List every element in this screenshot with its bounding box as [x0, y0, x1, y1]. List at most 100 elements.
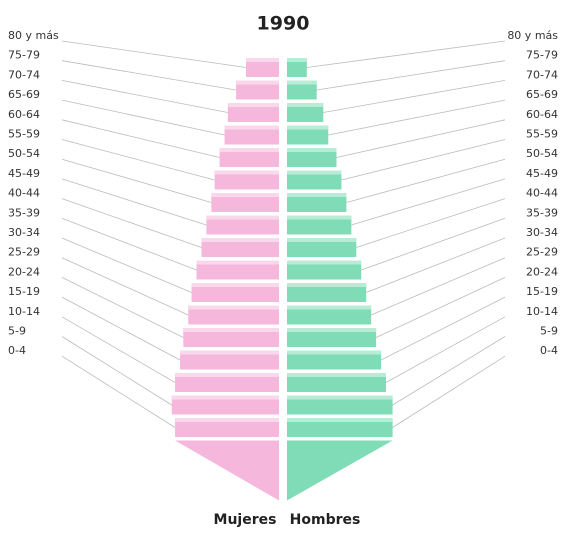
leader-line	[61, 178, 207, 226]
leader-line	[61, 355, 176, 428]
leader-line	[61, 217, 197, 271]
bar-top-face	[287, 418, 393, 422]
bar	[287, 328, 377, 347]
left-category-label: 20-24	[8, 265, 40, 278]
right-category-label: 65-69	[526, 88, 558, 101]
bar	[206, 215, 279, 235]
leader-line	[366, 237, 506, 293]
bar-top-face	[175, 373, 279, 377]
bar-top-face	[183, 328, 279, 332]
bar	[287, 350, 382, 370]
bar	[236, 80, 279, 100]
bar	[287, 125, 329, 145]
leader-line	[61, 277, 184, 338]
right-category-label: 80 y más	[507, 29, 558, 42]
bar-top-face	[287, 80, 317, 85]
leader-line	[61, 119, 220, 158]
right-category-label: 15-19	[526, 285, 558, 298]
bar	[287, 193, 347, 212]
bar	[287, 103, 324, 122]
right-category-label: 5-9	[540, 325, 558, 338]
bar	[219, 148, 279, 167]
bar-top-face	[287, 350, 382, 355]
bar	[246, 58, 279, 77]
bar-top-face	[287, 193, 347, 197]
leader-line	[392, 336, 506, 406]
bar-top-face	[287, 283, 367, 287]
leader-line	[61, 257, 189, 316]
bar	[175, 373, 279, 392]
bar-top-face	[188, 305, 279, 310]
right-category-label: 25-29	[526, 246, 558, 259]
bar-top-face	[246, 58, 279, 62]
bar	[183, 328, 279, 347]
bar	[287, 418, 393, 437]
leader-line	[316, 60, 506, 91]
bar-top-face	[224, 125, 279, 130]
legend-label: Hombres	[290, 512, 361, 528]
left-category-label: 75-79	[8, 49, 40, 62]
bar	[191, 283, 279, 302]
bar	[287, 58, 307, 77]
leader-line	[380, 296, 506, 361]
leader-line	[306, 40, 506, 68]
right-category-label: 70-74	[526, 68, 558, 81]
left-category-label: 50-54	[8, 147, 40, 160]
bar-top-face	[287, 395, 393, 400]
left-category-label: 45-49	[8, 167, 40, 180]
bar-top-face	[227, 103, 279, 107]
bar	[287, 80, 317, 100]
bar	[224, 125, 279, 145]
leader-line	[341, 139, 506, 181]
leader-line	[375, 277, 506, 338]
right-category-label: 45-49	[526, 167, 558, 180]
left-category-label: 55-59	[8, 128, 40, 141]
bar	[287, 148, 337, 167]
leader-line	[61, 60, 237, 91]
right-category-label: 10-14	[526, 305, 558, 318]
right-category-label: 0-4	[540, 344, 558, 357]
bar	[201, 238, 279, 257]
bar	[287, 260, 362, 280]
bar-top-face	[180, 350, 279, 355]
left-category-label: 0-4	[8, 344, 26, 357]
bar	[180, 350, 279, 370]
right-category-label: 50-54	[526, 147, 558, 160]
bar-top-face	[287, 103, 324, 107]
leader-line	[61, 139, 215, 181]
left-category-label: 5-9	[8, 325, 26, 338]
left-category-label: 30-34	[8, 226, 40, 239]
left-category-label: 15-19	[8, 285, 40, 298]
bar	[287, 373, 386, 392]
bar	[211, 193, 279, 212]
bar-top-face	[201, 238, 279, 242]
bar-top-face	[214, 170, 279, 175]
bar-top-face	[211, 193, 279, 197]
bar-top-face	[287, 125, 329, 130]
bar-top-face	[287, 328, 377, 332]
bar-top-face	[287, 305, 372, 310]
left-category-label: 25-29	[8, 246, 40, 259]
left-category-label: 60-64	[8, 108, 40, 121]
leader-line	[61, 40, 247, 68]
left-category-label: 35-39	[8, 206, 40, 219]
left-category-label: 80 y más	[8, 29, 59, 42]
bar	[287, 170, 342, 190]
bar-top-face	[287, 373, 386, 377]
right-category-label: 20-24	[526, 265, 558, 278]
left-category-label: 40-44	[8, 187, 40, 200]
bar-top-face	[287, 58, 307, 62]
bar-top-face	[287, 148, 337, 152]
leader-line	[351, 178, 506, 226]
bar-top-face	[236, 80, 279, 85]
right-category-label: 55-59	[526, 128, 558, 141]
leader-line	[346, 158, 506, 203]
bar	[287, 305, 372, 325]
bar-top-face	[196, 260, 279, 265]
leader-line	[356, 198, 506, 248]
bar	[175, 418, 279, 437]
left-category-label: 70-74	[8, 68, 40, 81]
leader-line	[61, 336, 172, 406]
bar-top-face	[287, 215, 352, 220]
bar-top-face	[206, 215, 279, 220]
